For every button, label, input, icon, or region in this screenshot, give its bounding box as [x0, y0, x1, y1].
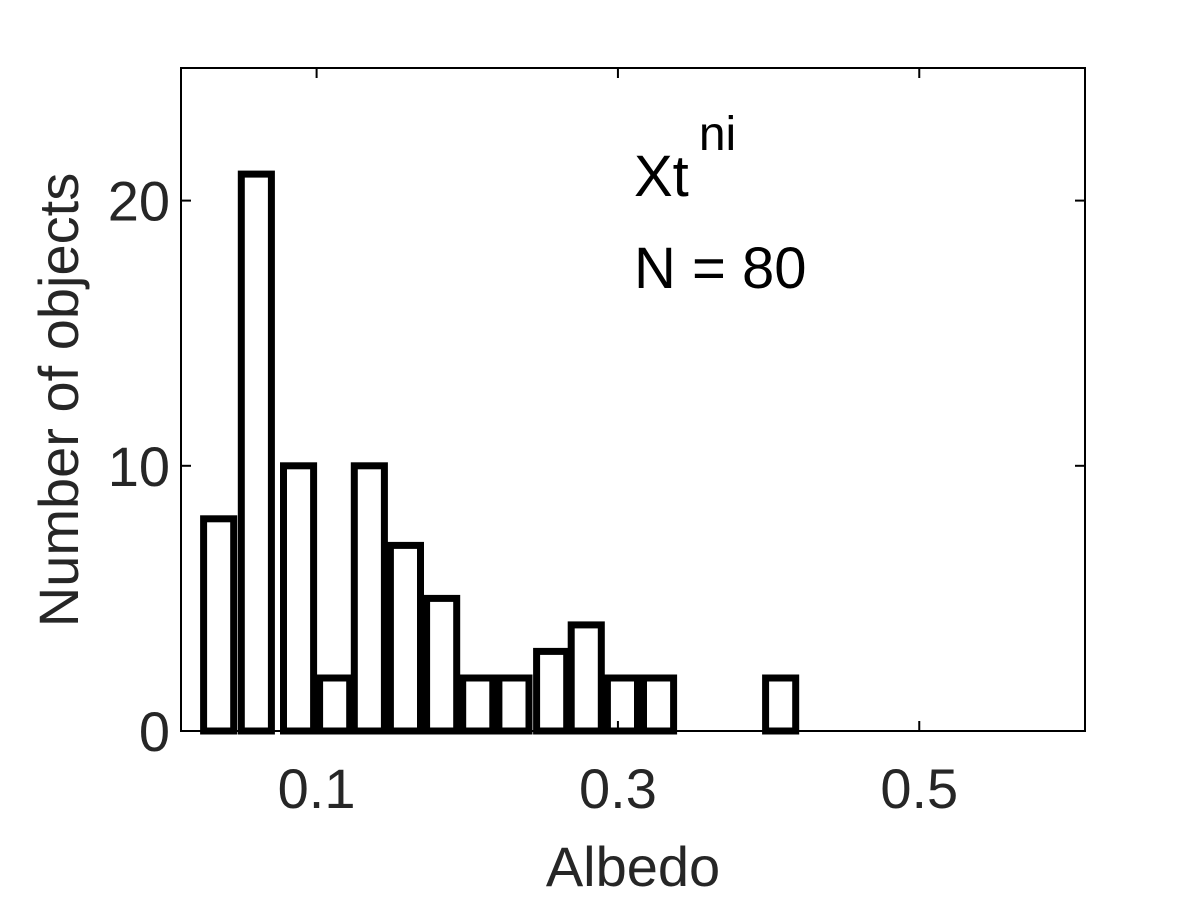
histogram-bar-10 [567, 621, 605, 735]
x-tick-label-0: 0.1 [278, 757, 356, 820]
histogram-bar-8 [495, 674, 533, 735]
y-tick-label-0: 0 [139, 700, 170, 763]
histogram-bar-2 [280, 462, 318, 735]
histogram-bar-5 [386, 541, 424, 735]
histogram-bar-4 [350, 462, 388, 735]
annotation-main: Xt [634, 144, 689, 209]
annotation-superscript: ni [699, 108, 736, 161]
histogram-bar-7 [459, 674, 497, 735]
histogram-bar-3 [316, 674, 354, 735]
x-axis-title: Albedo [546, 835, 720, 898]
annotation-label: Xtni [634, 108, 736, 209]
y-axis-title: Number of objects [27, 173, 90, 627]
histogram-bar-13 [762, 674, 800, 735]
histogram-bar-6 [423, 594, 461, 735]
x-tick-label-2: 0.5 [880, 757, 958, 820]
annotation-count: N = 80 [634, 236, 807, 301]
x-tick-label-1: 0.3 [579, 757, 657, 820]
histogram-bar-11 [603, 674, 642, 735]
ticks-group [181, 68, 1085, 732]
y-tick-label-2: 20 [108, 170, 170, 233]
histogram-bar-12 [640, 674, 678, 735]
histogram-bar-1 [237, 170, 275, 735]
plot-frame [180, 67, 1086, 732]
tick-labels-group: 0.1 0.3 0.5 0 10 20 [108, 170, 958, 820]
histogram-bar-0 [200, 515, 238, 735]
histogram-bar-9 [533, 647, 571, 735]
y-tick-label-1: 10 [108, 435, 170, 498]
